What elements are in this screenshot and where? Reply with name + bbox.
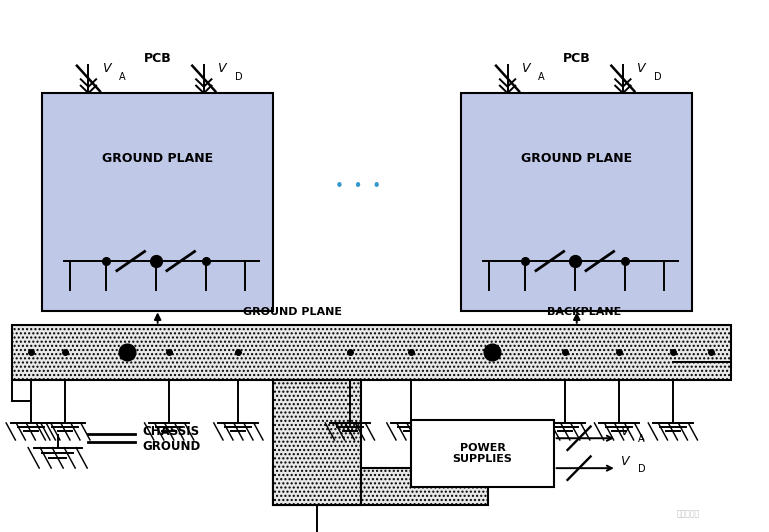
Bar xyxy=(273,468,488,505)
Bar xyxy=(42,93,273,311)
Text: A: A xyxy=(638,435,644,445)
Text: GROUND PLANE: GROUND PLANE xyxy=(102,152,213,165)
Bar xyxy=(12,325,731,380)
Text: $V$: $V$ xyxy=(620,455,631,468)
Text: A: A xyxy=(538,72,545,82)
Bar xyxy=(461,93,692,311)
Text: A: A xyxy=(119,72,126,82)
Text: BACKPLANE: BACKPLANE xyxy=(548,306,621,317)
Text: GROUND PLANE: GROUND PLANE xyxy=(243,306,341,317)
Text: POWER
SUPPLIES: POWER SUPPLIES xyxy=(453,443,512,464)
Text: $V$: $V$ xyxy=(636,62,647,76)
Bar xyxy=(273,380,361,505)
Text: $V$: $V$ xyxy=(102,62,113,76)
Bar xyxy=(411,420,554,487)
Text: $V$: $V$ xyxy=(521,62,532,76)
Text: GROUND PLANE: GROUND PLANE xyxy=(521,152,632,165)
Text: D: D xyxy=(654,72,661,82)
Text: 工程师看海: 工程师看海 xyxy=(677,510,700,519)
Text: $V$: $V$ xyxy=(217,62,228,76)
Text: D: D xyxy=(235,72,242,82)
Text: D: D xyxy=(638,464,645,475)
Text: CHASSIS
GROUND: CHASSIS GROUND xyxy=(142,425,201,453)
Text: PCB: PCB xyxy=(563,52,591,65)
Text: $V$: $V$ xyxy=(620,425,631,438)
Text: •  •  •: • • • xyxy=(335,179,381,194)
Text: PCB: PCB xyxy=(144,52,171,65)
